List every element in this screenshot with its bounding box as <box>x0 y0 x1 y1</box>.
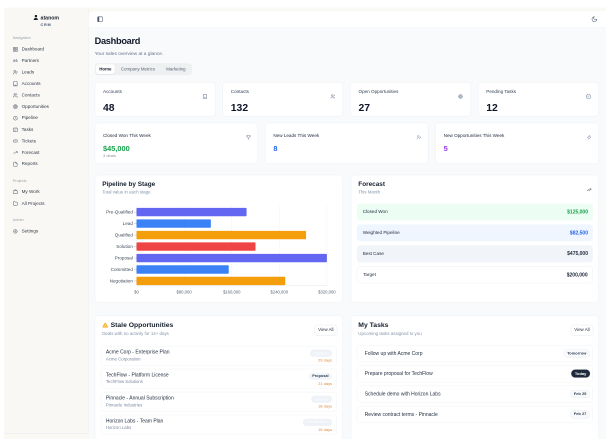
svg-text:$80,000: $80,000 <box>176 289 192 294</box>
svg-text:Qualified: Qualified <box>115 232 134 237</box>
svg-text:$240,000: $240,000 <box>270 289 288 294</box>
svg-text:Pre-Qualified: Pre-Qualified <box>106 210 133 215</box>
svg-text:Proposal: Proposal <box>115 255 133 260</box>
svg-text:Committed: Committed <box>110 267 133 272</box>
svg-text:Solution: Solution <box>116 244 133 249</box>
svg-text:$0: $0 <box>134 289 139 294</box>
svg-text:$320,000: $320,000 <box>318 289 336 294</box>
svg-text:Lead: Lead <box>122 221 133 226</box>
svg-text:Negotiation: Negotiation <box>109 278 133 283</box>
svg-text:$160,000: $160,000 <box>223 289 241 294</box>
